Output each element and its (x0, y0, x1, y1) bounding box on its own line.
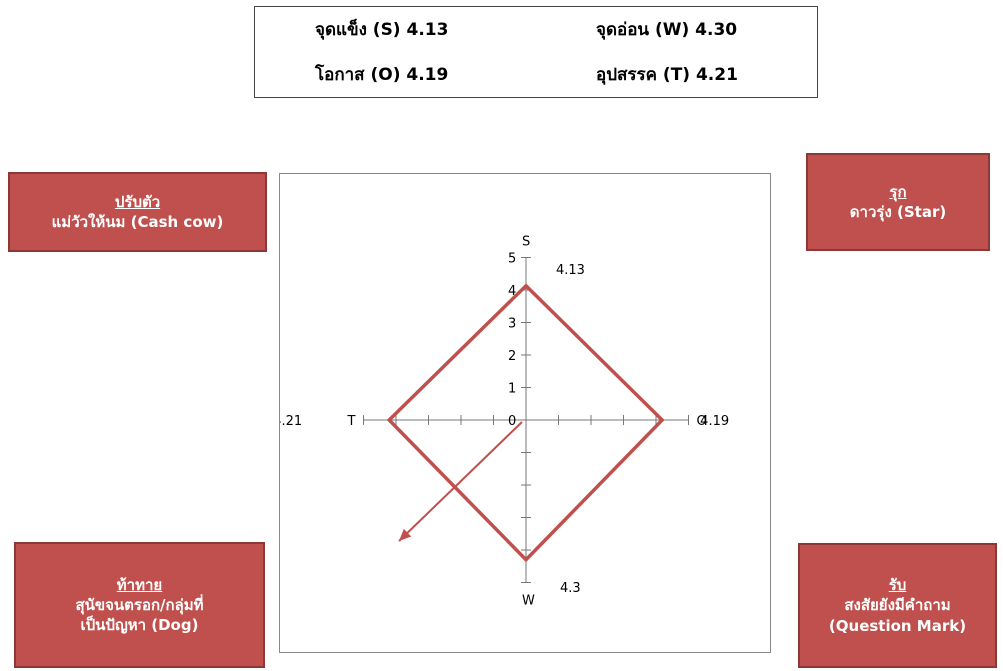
strength-score: จุดแข็ง (S) 4.13 (315, 20, 449, 40)
swot-score-polygon (386, 283, 665, 563)
scale-label-0: 0 (508, 414, 516, 429)
quadrant-question-mark: รับ สงสัยยังมีคำถาม (Question Mark) (798, 543, 997, 668)
quadrant-label-dog-line1: สุนัขจนตรอก/กลุ่มที่ (75, 595, 204, 614)
quadrant-label-star: ดาวรุ่ง (Star) (849, 203, 947, 221)
scale-label-4: 4 (508, 284, 516, 299)
scale-label-3: 3 (508, 317, 516, 332)
axis-label-t: T (347, 414, 356, 429)
strategy-arrow-line (398, 421, 523, 542)
scale-label-5: 5 (508, 252, 516, 267)
value-label-w: 4.3 (560, 581, 581, 596)
quadrant-label-cash-cow: แม่วัวให้นม (Cash cow) (51, 213, 224, 231)
threat-score: อุปสรรค (T) 4.21 (596, 65, 738, 85)
scale-label-2: 2 (508, 349, 516, 364)
opportunity-score: โอกาส (O) 4.19 (315, 65, 449, 85)
quadrant-label-dog-line2: เป็นปัญหา (Dog) (80, 616, 199, 635)
quadrant-strategy-defend: รับ (888, 576, 907, 595)
quadrant-label-question-line1: สงสัยยังมีคำถาม (844, 596, 951, 615)
strategy-arrow-head (399, 528, 412, 541)
quadrant-cash-cow: ปรับตัว แม่วัวให้นม (Cash cow) (8, 172, 267, 252)
axis-label-o: O (697, 414, 707, 429)
axis-label-w: W (522, 594, 535, 609)
quadrant-label-question-line2: (Question Mark) (828, 616, 967, 635)
value-label-s: 4.13 (556, 263, 585, 278)
quadrant-strategy-attack: รุก (889, 182, 907, 201)
quadrant-star: รุก ดาวรุ่ง (Star) (806, 153, 990, 251)
quadrant-strategy-challenge: ท้าทาย (116, 575, 163, 594)
value-label-t: 4.21 (280, 414, 302, 429)
swot-radar-chart: 0 1 2 3 4 5S O W T 4.13 4.19 4.3 4.21 (273, 235, 729, 609)
axis-label-s: S (522, 235, 530, 250)
quadrant-strategy-adapt: ปรับตัว (114, 192, 161, 211)
swot-score-table: จุดแข็ง (S) 4.13 จุดอ่อน (W) 4.30 โอกาส … (254, 6, 818, 98)
quadrant-dog: ท้าทาย สุนัขจนตรอก/กลุ่มที่ เป็นปัญหา (D… (14, 542, 265, 668)
swot-radar-frame: 0 1 2 3 4 5S O W T 4.13 4.19 4.3 4.21 (273, 173, 771, 653)
scale-label-1: 1 (508, 382, 516, 397)
weakness-score: จุดอ่อน (W) 4.30 (596, 20, 738, 40)
value-label-o: 4.19 (700, 414, 729, 429)
